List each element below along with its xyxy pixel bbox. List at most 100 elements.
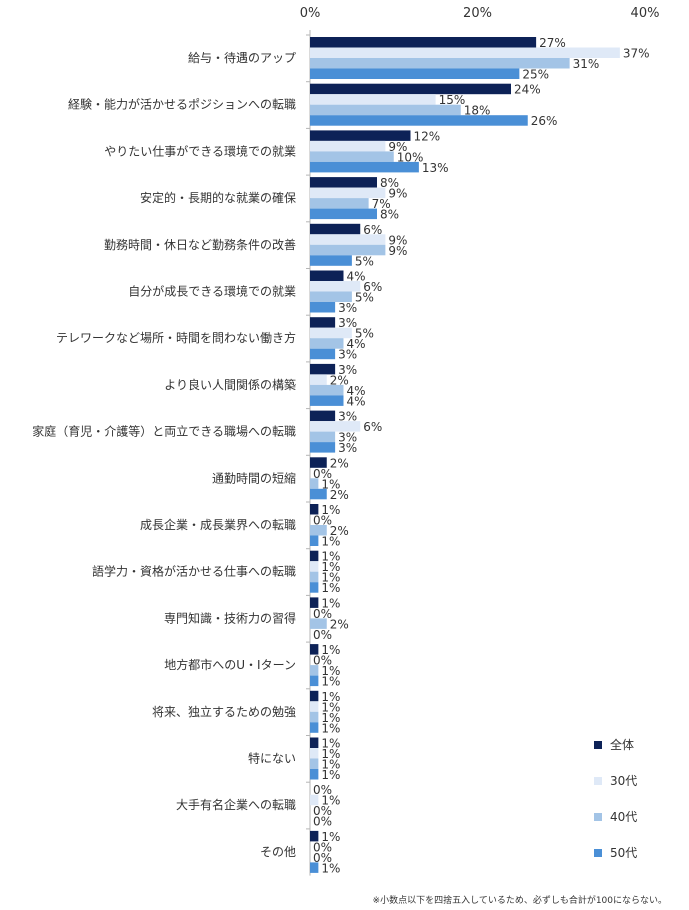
category-label: 勤務時間・休日など勤務条件の改善: [104, 237, 296, 252]
category-label: 通勤時間の短縮: [212, 470, 296, 485]
bar: [310, 161, 419, 173]
data-label: 1%: [321, 596, 340, 610]
bar: [310, 327, 352, 339]
data-label: 1%: [321, 721, 340, 735]
data-label: 1%: [321, 700, 340, 714]
data-label: 1%: [321, 643, 340, 657]
bar: [310, 58, 570, 69]
bar: [310, 644, 319, 655]
bar: [310, 525, 327, 536]
legend-label: 全体: [610, 737, 634, 752]
bar: [310, 374, 327, 385]
bar: [310, 769, 319, 780]
data-label: 4%: [347, 384, 366, 398]
data-label: 0%: [313, 804, 332, 818]
data-label: 3%: [338, 441, 357, 455]
bar: [310, 47, 620, 58]
bar: [310, 187, 386, 199]
data-label: 1%: [321, 664, 340, 678]
data-label: 1%: [321, 581, 340, 595]
data-label: 18%: [464, 104, 491, 118]
bar: [310, 83, 511, 95]
data-label: 3%: [338, 301, 357, 315]
data-label: 0%: [313, 514, 332, 528]
x-tick-label: 40%: [631, 6, 660, 21]
data-label: 37%: [623, 47, 650, 61]
data-label: 9%: [388, 187, 407, 201]
bar: [310, 504, 319, 515]
data-label: 25%: [522, 68, 549, 82]
data-label: 6%: [363, 223, 382, 237]
bar: [310, 395, 344, 406]
x-tick-label: 20%: [463, 6, 492, 21]
bar: [310, 255, 352, 266]
data-label: 6%: [363, 420, 382, 434]
category-label: テレワークなど場所・時間を問わない働き方: [56, 330, 296, 345]
bar: [310, 478, 319, 489]
bar: [310, 410, 336, 422]
bar: [310, 582, 319, 593]
category-label: 語学力・資格が活かせる仕事への転職: [92, 564, 296, 579]
data-label: 6%: [363, 280, 382, 294]
bar: [310, 748, 319, 759]
data-label: 0%: [313, 783, 332, 797]
data-label: 9%: [388, 233, 407, 247]
legend-swatch: [594, 741, 602, 749]
data-label: 3%: [338, 348, 357, 362]
data-label: 1%: [321, 477, 340, 491]
data-label: 1%: [321, 768, 340, 782]
data-label: 5%: [355, 254, 374, 268]
bar: [310, 690, 319, 702]
data-label: 1%: [321, 794, 340, 808]
footnote: ※小数点以下を四捨五入しているため、必ずしも合計が100にならない。: [372, 896, 667, 906]
data-label: 26%: [531, 114, 558, 128]
bar: [310, 68, 520, 79]
category-label: 給与・待遇のアップ: [188, 51, 296, 65]
legend-label: 40代: [610, 810, 637, 824]
data-label: 1%: [321, 571, 340, 585]
data-label: 1%: [321, 550, 340, 564]
data-label: 0%: [313, 851, 332, 865]
bar: [310, 665, 319, 676]
bar: [310, 737, 319, 748]
data-label: 0%: [313, 815, 332, 829]
data-label: 12%: [414, 129, 441, 143]
data-label: 1%: [321, 675, 340, 689]
legend-swatch: [594, 813, 602, 821]
category-label: 将来、独立するための勉強: [152, 704, 296, 719]
data-label: 8%: [380, 176, 399, 190]
bar: [310, 302, 336, 313]
category-label: 特にない: [248, 751, 296, 766]
data-label: 8%: [380, 208, 399, 222]
bar: [310, 177, 377, 188]
bar: [310, 794, 319, 806]
data-label: 5%: [355, 327, 374, 341]
data-label: 0%: [313, 467, 332, 481]
bar: [310, 317, 336, 328]
data-label: 1%: [321, 861, 340, 875]
data-label: 15%: [439, 93, 466, 107]
data-label: 4%: [347, 394, 366, 408]
bar: [310, 234, 386, 245]
data-label: 1%: [321, 747, 340, 761]
bar: [310, 198, 369, 209]
data-label: 1%: [321, 690, 340, 704]
bar: [310, 384, 344, 396]
bar: [310, 223, 361, 235]
data-label: 24%: [514, 83, 541, 97]
legend-label: 50代: [610, 846, 637, 860]
bar: [310, 94, 436, 105]
bar: [310, 488, 327, 500]
bar: [310, 151, 394, 162]
data-label: 7%: [372, 197, 391, 211]
bar: [310, 421, 361, 432]
bar: [310, 758, 319, 769]
data-label: 9%: [388, 140, 407, 154]
category-label: 専門知識・技術力の習得: [164, 610, 296, 625]
category-label: 経験・能力が活かせるポジションへの転職: [68, 97, 296, 112]
bar: [310, 571, 319, 583]
bar: [310, 208, 377, 220]
data-label: 2%: [330, 456, 349, 470]
data-label: 10%: [397, 150, 424, 164]
